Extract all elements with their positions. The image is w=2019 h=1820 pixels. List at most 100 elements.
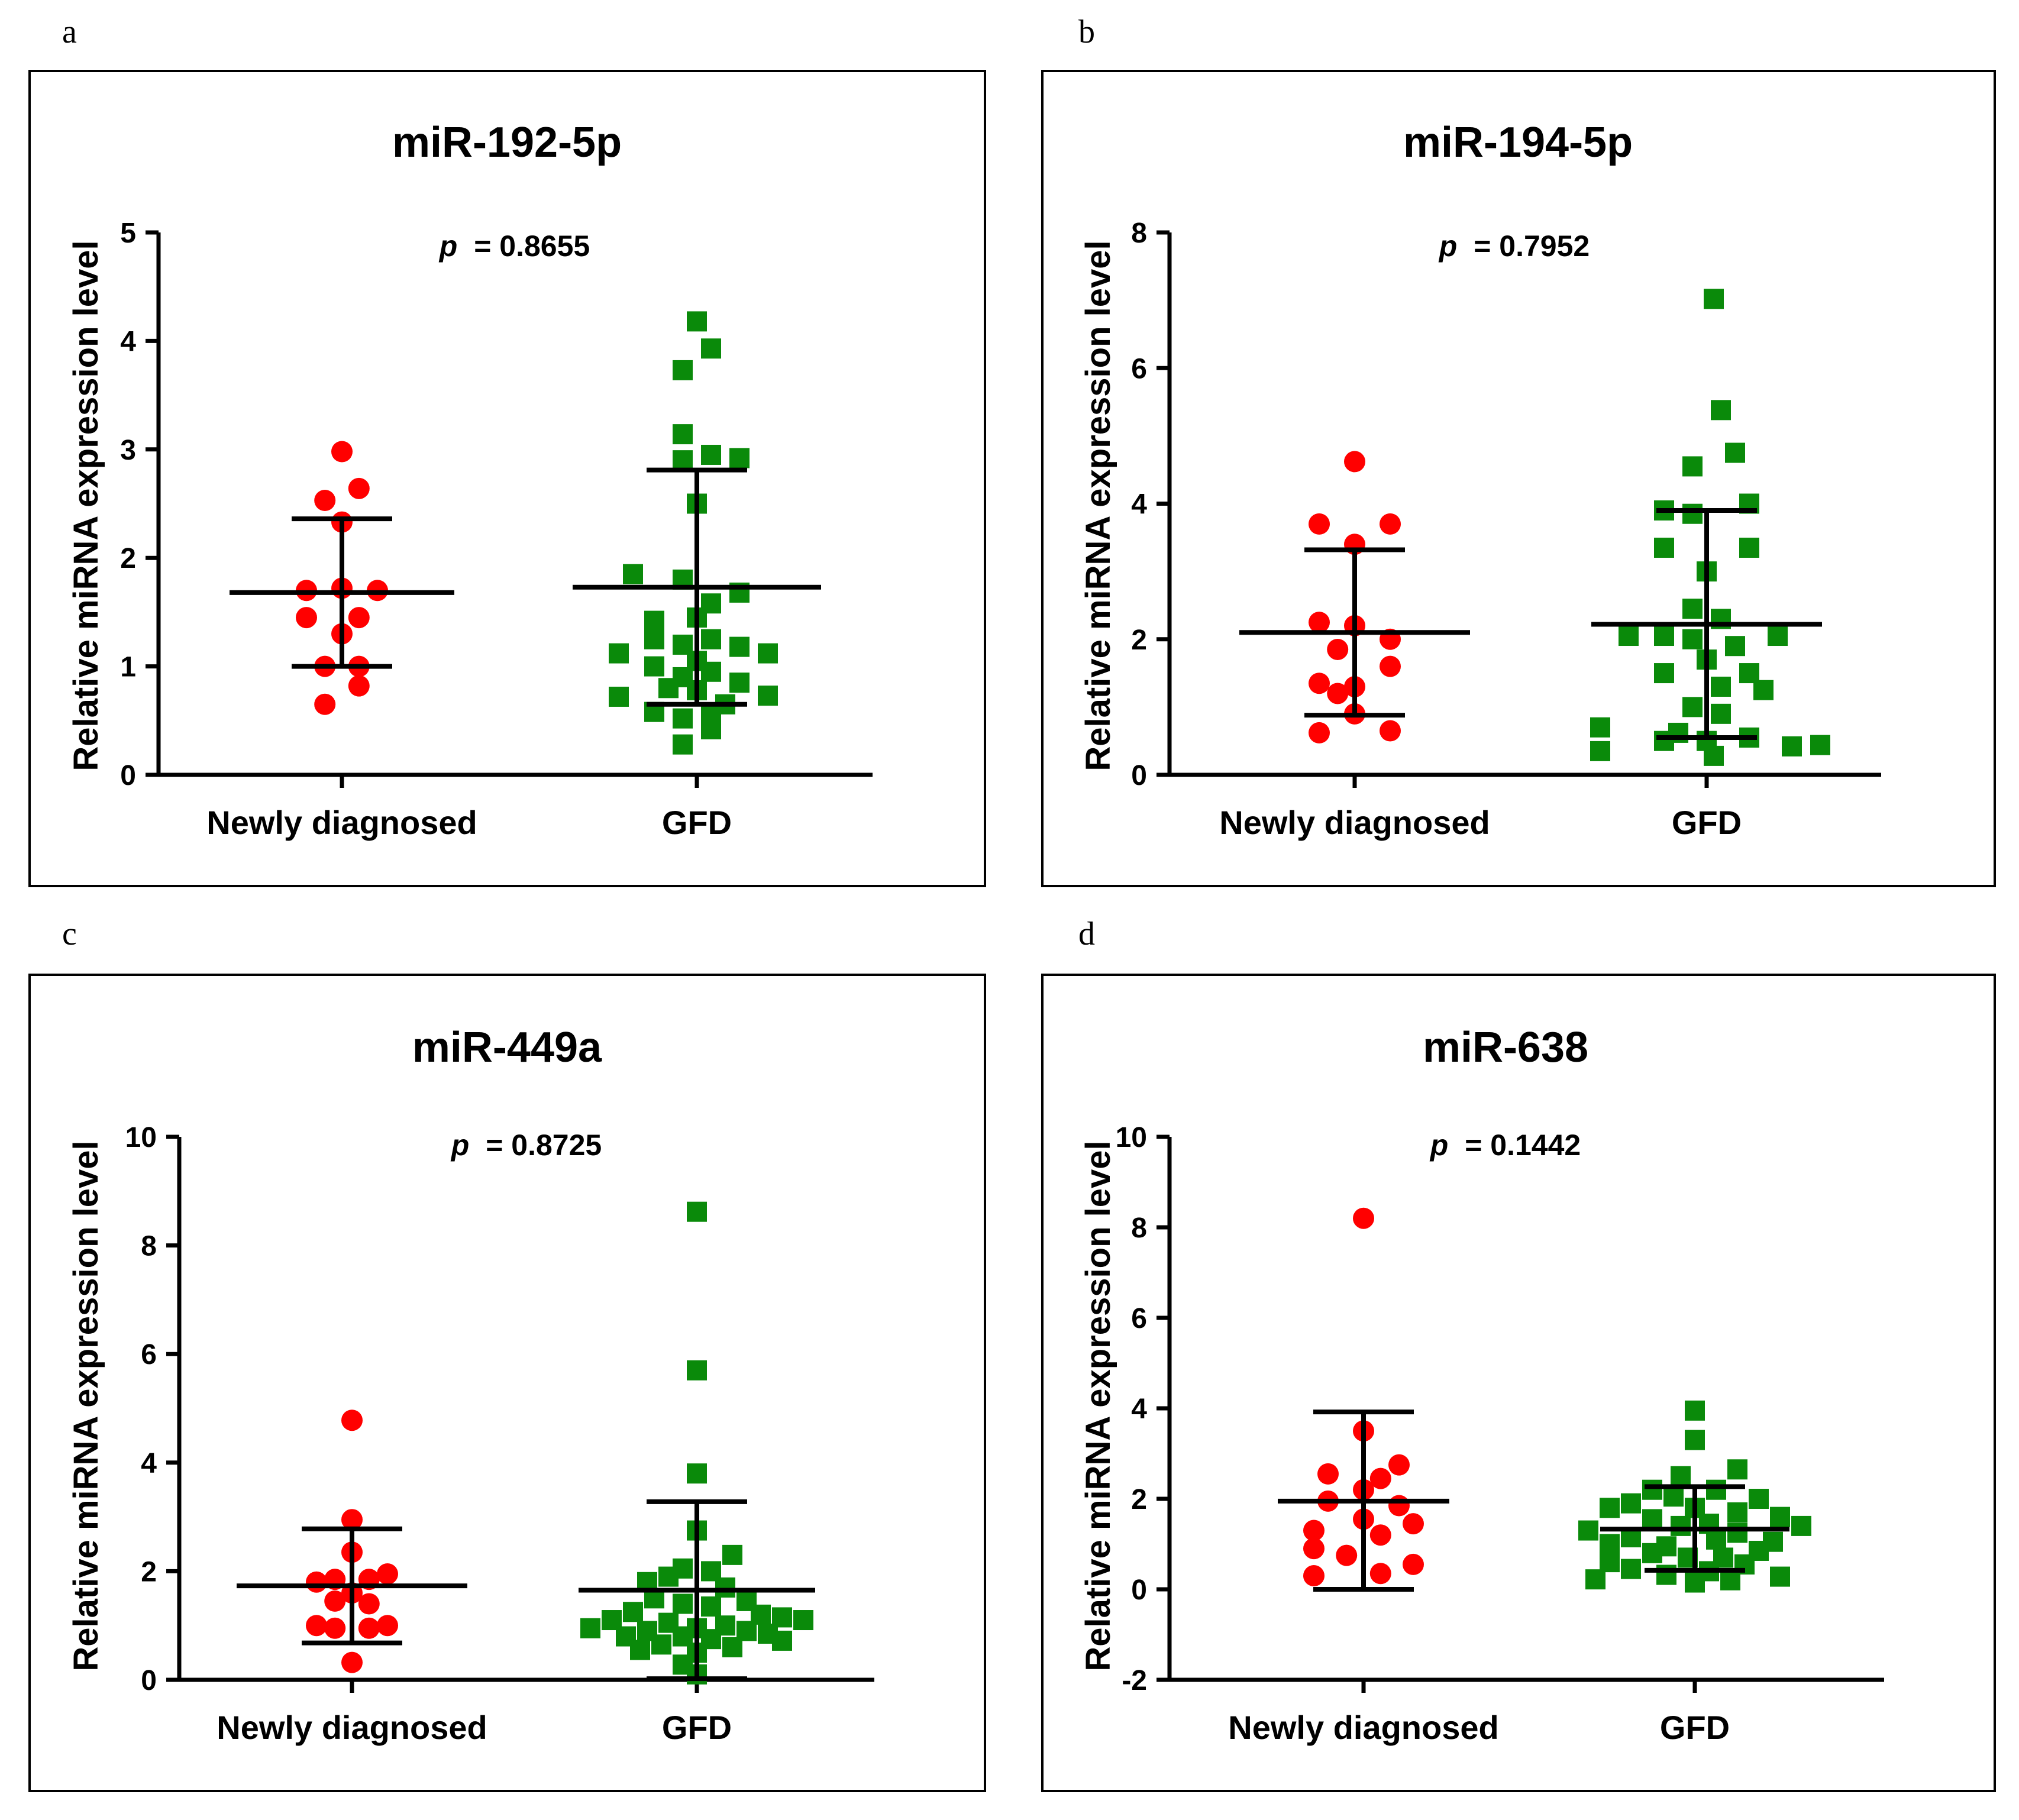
data-point-newly-diagnosed <box>1369 1467 1391 1489</box>
data-point-gfd <box>673 360 693 380</box>
panel-frame <box>28 70 986 887</box>
x-axis-categories: Newly diagnosed GFD <box>206 775 732 841</box>
y-tick-label: 10 <box>1116 1122 1147 1153</box>
panel-frame <box>1041 974 1996 1792</box>
data-point-gfd <box>673 424 693 445</box>
panel-letter: a <box>62 14 77 50</box>
data-point-gfd <box>1682 629 1703 649</box>
data-point-gfd <box>1685 1400 1705 1421</box>
data-point-gfd <box>1739 538 1759 558</box>
data-point-newly-diagnosed <box>314 489 336 511</box>
y-tick-label: -2 <box>1122 1665 1147 1696</box>
data-point-gfd <box>1749 1489 1769 1509</box>
y-tick-label: 6 <box>1131 353 1147 384</box>
y-tick-label: 5 <box>120 218 136 249</box>
data-point-gfd <box>1753 680 1774 700</box>
data-point-gfd <box>1654 626 1674 646</box>
data-point-gfd <box>1590 741 1610 761</box>
data-point-newly-diagnosed <box>1403 1513 1424 1535</box>
category-label-gfd: GFD <box>662 1709 732 1746</box>
data-point-newly-diagnosed <box>358 1593 380 1615</box>
category-label-newly-diagnosed: Newly diagnosed <box>217 1709 487 1746</box>
data-point-gfd <box>1656 1564 1676 1585</box>
y-tick-label: 0 <box>1131 760 1147 791</box>
data-point-gfd <box>701 629 721 649</box>
data-point-gfd <box>687 311 707 332</box>
data-point-gfd <box>1782 736 1802 757</box>
data-point-gfd <box>609 643 629 664</box>
data-point-gfd <box>1619 626 1639 646</box>
data-point-gfd <box>630 1640 650 1660</box>
x-axis-categories: Newly diagnosed GFD <box>1228 1680 1730 1746</box>
data-point-gfd <box>701 444 721 465</box>
data-point-gfd <box>1725 442 1745 463</box>
data-point-newly-diagnosed <box>1327 683 1349 704</box>
y-axis-ticks: 0 1 2 3 4 5 <box>120 218 159 791</box>
data-point-newly-diagnosed <box>1303 1538 1325 1560</box>
data-point-newly-diagnosed <box>324 1590 346 1612</box>
data-point-gfd <box>623 1602 643 1622</box>
data-point-gfd <box>701 338 721 359</box>
p-value-annotation: p = 0.8655 <box>438 229 590 263</box>
chart-title: miR-638 <box>1423 1024 1588 1071</box>
data-point-gfd <box>644 610 664 631</box>
data-point-gfd <box>1663 1486 1684 1507</box>
data-point-gfd <box>1727 1522 1747 1543</box>
data-point-gfd <box>644 629 664 649</box>
data-point-newly-diagnosed <box>1336 1544 1358 1566</box>
data-point-gfd <box>758 643 778 664</box>
mean-sd-bars <box>237 1499 815 1682</box>
y-tick-label: 3 <box>120 435 136 466</box>
data-point-gfd <box>658 1566 679 1587</box>
data-point-gfd <box>623 564 643 584</box>
data-point-gfd <box>1671 1466 1691 1486</box>
panel-frame <box>1041 70 1996 887</box>
data-point-gfd <box>1770 1566 1790 1587</box>
data-point-gfd <box>673 450 693 471</box>
data-point-gfd <box>1711 703 1731 724</box>
y-axis-ticks: 0 2 4 6 8 <box>1131 218 1170 791</box>
data-point-gfd <box>1600 1498 1620 1518</box>
data-point-newly-diagnosed <box>1303 1565 1325 1587</box>
data-point-gfd <box>1578 1520 1598 1541</box>
y-tick-label: 4 <box>1131 489 1147 521</box>
data-point-newly-diagnosed <box>341 1651 363 1673</box>
data-point-gfd <box>722 1544 742 1565</box>
panel-frame <box>28 974 986 1792</box>
data-point-newly-diagnosed <box>314 693 336 715</box>
data-point-newly-diagnosed <box>341 1410 363 1431</box>
panel-a: a miR-192-5p Relative miRNA expression l… <box>28 14 986 887</box>
data-point-gfd <box>1621 1493 1641 1514</box>
p-value: = 0.8725 <box>486 1129 602 1162</box>
data-point-gfd <box>687 1360 707 1381</box>
y-axis-label: Relative miRNA expression level <box>1079 1140 1117 1671</box>
data-point-newly-diagnosed <box>1380 513 1401 535</box>
data-point-gfd <box>1704 745 1724 766</box>
p-value-annotation: p = 0.1442 <box>1429 1129 1581 1162</box>
data-points <box>306 1201 813 1685</box>
data-point-gfd <box>1642 1509 1662 1530</box>
data-point-newly-diagnosed <box>1344 451 1365 473</box>
data-point-newly-diagnosed <box>1380 655 1401 677</box>
data-point-gfd <box>1711 676 1731 697</box>
y-tick-label: 2 <box>1131 625 1147 656</box>
data-point-gfd <box>1727 1459 1747 1480</box>
data-point-gfd <box>1706 1529 1726 1550</box>
y-tick-label: 4 <box>1131 1394 1147 1425</box>
data-points <box>296 311 778 755</box>
panel-letter: d <box>1078 916 1095 952</box>
data-point-gfd <box>1590 717 1610 738</box>
y-tick-label: 6 <box>141 1339 157 1370</box>
y-tick-label: 4 <box>120 326 136 357</box>
data-point-newly-diagnosed <box>341 1509 363 1531</box>
mean-sd-bars <box>1239 507 1822 740</box>
data-point-newly-diagnosed <box>348 477 370 499</box>
data-point-gfd <box>1711 400 1731 421</box>
y-tick-label: 0 <box>1131 1575 1147 1606</box>
data-point-newly-diagnosed <box>1327 638 1349 660</box>
y-tick-label: 6 <box>1131 1303 1147 1334</box>
data-point-gfd <box>793 1610 813 1631</box>
data-point-gfd <box>758 686 778 706</box>
data-point-gfd <box>580 1618 600 1638</box>
data-point-gfd <box>673 1593 693 1614</box>
